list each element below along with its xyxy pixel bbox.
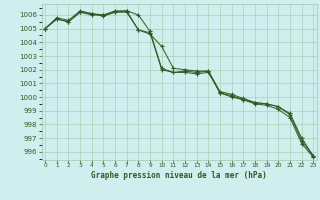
X-axis label: Graphe pression niveau de la mer (hPa): Graphe pression niveau de la mer (hPa) xyxy=(91,171,267,180)
